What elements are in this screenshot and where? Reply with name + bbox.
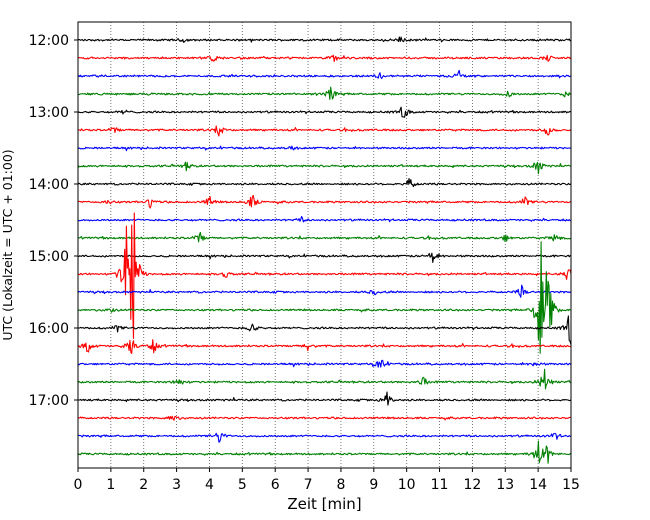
x-tick-label: 12 [463,477,481,493]
trace-line [77,194,572,209]
x-tick-label: 6 [271,477,280,493]
trace-line [78,86,572,100]
trace-line [77,145,572,152]
trace-line [77,212,572,340]
x-tick-label: 7 [304,477,313,493]
y-tick-label: 14:00 [29,177,69,193]
trace-line [77,231,572,243]
trace-line [77,415,572,421]
trace-line [77,359,572,368]
x-tick-label: 14 [529,477,547,493]
y-tick-label: 15:00 [29,249,69,265]
x-tick-label: 5 [238,477,247,493]
y-tick-label: 17:00 [29,393,69,409]
trace-line [77,241,571,354]
trace-line [77,440,572,464]
trace-line [77,69,572,80]
trace-line [77,106,572,118]
trace-line [77,284,572,298]
trace-line [77,339,572,354]
y-axis-ticks: 12:00 13:00 14:00 15:00 16:00 17:00 [29,33,78,409]
x-tick-label: 4 [205,477,214,493]
trace-line [77,125,572,137]
trace-line [77,368,572,390]
trace-line [77,391,572,406]
x-tick-label: 0 [74,477,83,493]
y-tick-label: 12:00 [29,33,69,49]
trace-line [77,54,572,63]
y-tick-label: 13:00 [29,105,69,121]
x-axis-label: Zeit [min] [287,495,361,513]
x-tick-label: 10 [398,477,416,493]
seismic-traces [77,36,572,464]
plot-frame [77,21,572,469]
x-tick-label: 13 [496,477,514,493]
x-tick-label: 3 [172,477,181,493]
x-tick-label: 15 [562,477,580,493]
trace-line [77,252,572,263]
x-tick-label: 8 [336,477,345,493]
trace-line [77,215,572,223]
trace-line [77,432,572,443]
trace-line [77,36,572,43]
y-axis-label: UTC (Lokalzeit = UTC + 01:00) [0,149,15,340]
trace-line [77,161,572,175]
x-tick-label: 9 [369,477,378,493]
plot-area: 0 1 2 3 4 5 6 7 8 9 10 11 12 13 14 15 12:0013:0014:0015… [29,21,580,493]
x-tick-label: 1 [106,477,115,493]
trace-line [78,315,572,346]
x-tick-label: 11 [431,477,449,493]
y-tick-label: 16:00 [29,321,69,337]
trace-line [77,178,572,188]
plot-background [78,22,571,468]
x-axis-ticks: 0 1 2 3 4 5 6 7 8 9 10 11 12 13 14 15 [74,468,580,493]
x-tick-label: 2 [139,477,148,493]
grid-lines [110,22,539,468]
